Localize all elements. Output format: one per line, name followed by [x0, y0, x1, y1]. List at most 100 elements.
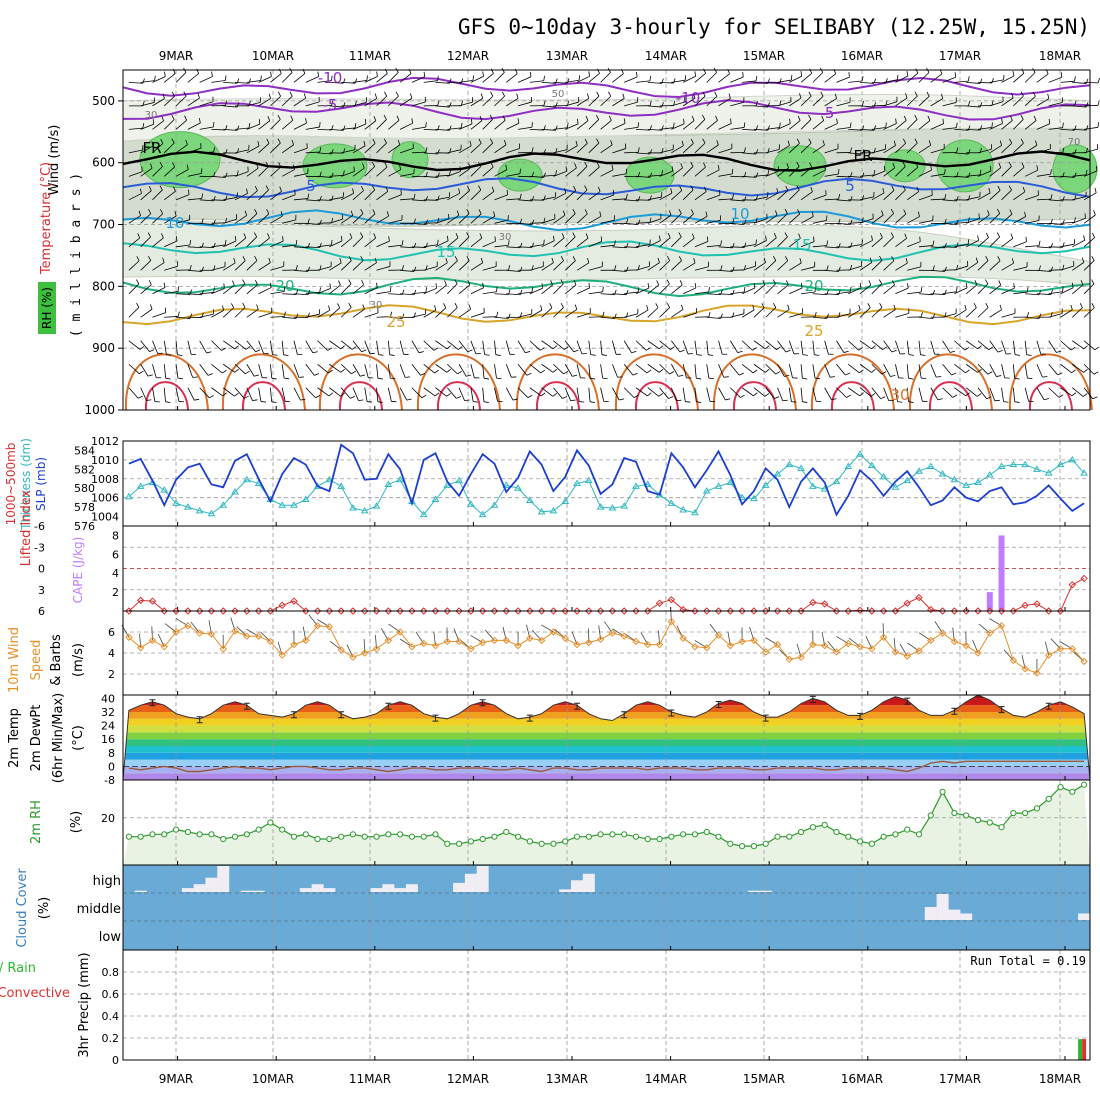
wind-barb	[927, 115, 931, 121]
isotherm	[122, 209, 1091, 232]
wind-barb	[1012, 70, 1015, 77]
wind-barb	[742, 175, 757, 178]
wind-barb	[423, 71, 426, 77]
wind-barb	[434, 369, 439, 374]
wind-barb	[1012, 364, 1016, 379]
wind-barb	[140, 236, 151, 248]
wind-barb	[800, 364, 803, 379]
wind-barb	[501, 91, 505, 97]
wind-barb	[541, 105, 556, 108]
wind-barb	[293, 173, 308, 177]
wind-barb	[293, 269, 308, 272]
wind-barb	[340, 193, 354, 201]
wind-barb	[918, 245, 933, 248]
wind-barb	[708, 311, 711, 317]
wind-barb	[920, 287, 923, 293]
wind-barb	[1062, 264, 1065, 270]
lifted-index-marker	[125, 607, 133, 615]
wind-barb	[977, 237, 989, 248]
wind10-marker	[891, 648, 900, 656]
wind-barb	[649, 149, 653, 155]
wind-barb	[280, 211, 283, 217]
wind-barb	[232, 280, 235, 286]
lifted-index-marker	[726, 607, 735, 615]
wind10-marker	[325, 623, 334, 631]
wind-barb	[317, 340, 328, 351]
temp-band	[123, 739, 1090, 746]
wind-barb	[146, 399, 152, 401]
wind-barb	[892, 280, 895, 286]
wind-barb	[175, 169, 189, 177]
wind-barb	[824, 198, 839, 201]
wind-barb	[531, 122, 533, 128]
wind-barb	[553, 283, 564, 295]
isotherm-lobe	[732, 381, 777, 411]
wind-barb	[258, 287, 272, 295]
wind-barb	[454, 256, 458, 261]
wind-barb	[1071, 392, 1077, 397]
wind-barb	[329, 218, 343, 224]
precip-tick-label: 0	[112, 1054, 119, 1067]
wind-barb	[623, 118, 626, 124]
wind-barb	[277, 91, 281, 97]
wind-barb	[137, 233, 141, 239]
wind-barb	[573, 349, 579, 353]
wind-barb	[596, 91, 600, 97]
wind-barb	[942, 127, 957, 130]
wind10-marker	[1080, 657, 1088, 666]
wind-barb	[319, 287, 321, 293]
wind-barb	[918, 120, 931, 130]
lifted-index-marker	[1068, 581, 1077, 589]
lifted-index-marker	[632, 607, 640, 615]
wind-barb	[649, 75, 652, 81]
lifted-index-marker	[478, 607, 487, 615]
wind-barb	[637, 147, 640, 153]
wind-barb	[647, 387, 660, 397]
wind-barb	[930, 364, 937, 378]
wind-barb	[374, 257, 377, 263]
wind-barb	[163, 142, 175, 154]
wind-barb	[694, 364, 697, 379]
wind-barb	[997, 349, 1003, 353]
wind-barb	[506, 122, 520, 130]
wind-barb	[930, 293, 945, 295]
wind-barb	[838, 218, 841, 224]
wind-barb	[1013, 191, 1026, 201]
wind-barb	[389, 286, 392, 292]
wind-barb	[873, 169, 876, 176]
wind-barb	[785, 280, 789, 286]
wind-barb	[482, 95, 494, 107]
wind-barb	[270, 316, 285, 318]
wind-barb	[482, 191, 495, 201]
wind-barb	[293, 97, 306, 107]
wind-barb	[941, 93, 944, 99]
isotherm-lobe	[712, 353, 797, 411]
wind-barb	[1024, 120, 1037, 130]
wind-barb	[989, 260, 1001, 271]
wind-barb	[457, 346, 463, 350]
wind-barb	[447, 260, 458, 271]
wind-barb	[1080, 280, 1084, 285]
wind-barb	[164, 265, 178, 271]
wind-barb	[932, 313, 936, 319]
wind-barb	[470, 118, 473, 124]
wind-barb	[411, 199, 426, 202]
thickness-marker	[219, 501, 228, 508]
wind-barb	[848, 128, 863, 131]
thickness-marker	[525, 496, 534, 503]
wind-barb	[177, 377, 183, 380]
wind-barb	[1001, 287, 1015, 295]
wind-barb	[340, 340, 353, 350]
wind-barb	[789, 120, 801, 130]
wind-barb	[848, 222, 863, 224]
wind-barb	[458, 188, 461, 194]
wind-barb	[626, 218, 629, 224]
wind-barb	[564, 364, 573, 377]
wind-barb	[506, 246, 521, 249]
wind-barb	[944, 266, 947, 272]
wind-barb	[691, 115, 695, 121]
wind-barb	[812, 387, 817, 402]
wind-barb	[1013, 95, 1024, 107]
wind-barb	[867, 303, 871, 308]
lifted-index-marker	[514, 607, 522, 615]
